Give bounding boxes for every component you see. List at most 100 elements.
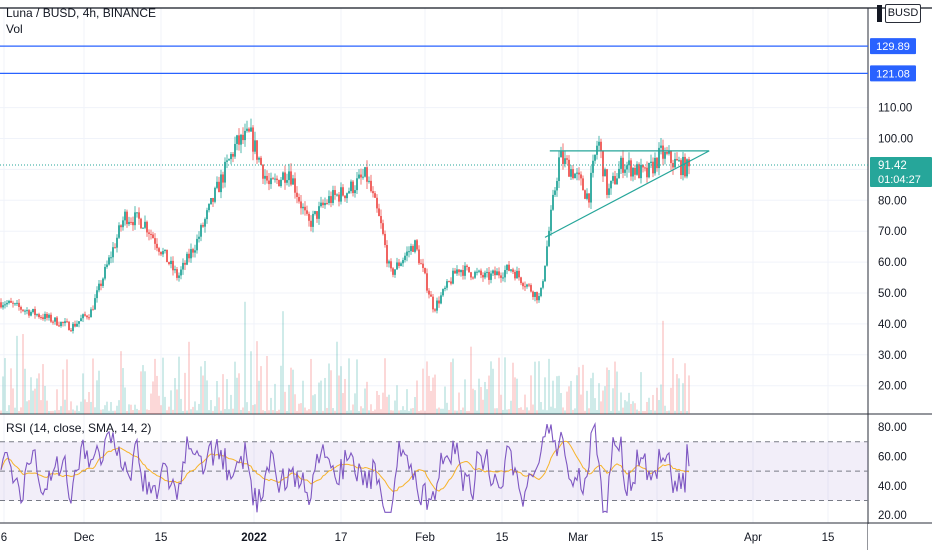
volume-bar — [602, 390, 604, 414]
candle-body — [166, 249, 168, 263]
volume-bar — [426, 361, 428, 414]
candle-body — [688, 159, 690, 167]
candle-body — [210, 198, 212, 205]
volume-bar — [640, 372, 642, 414]
candle-body — [340, 187, 342, 202]
candle-body — [482, 275, 484, 278]
candle-body — [120, 225, 122, 228]
volume-bar — [320, 380, 322, 414]
price-scale[interactable]: 110.00100.0090.0080.0070.0060.0050.0040.… — [870, 103, 932, 523]
candle-body — [6, 302, 8, 305]
volume-bar — [206, 380, 208, 414]
volume-bar — [318, 382, 320, 414]
volume-bar — [612, 388, 614, 414]
volume-bar — [296, 410, 298, 414]
volume-bar — [616, 371, 618, 414]
candle-body — [556, 180, 558, 191]
volume-bar — [682, 383, 684, 414]
volume-bar — [674, 410, 676, 414]
volume-bar — [202, 375, 204, 414]
volume-bar — [460, 409, 462, 414]
volume-bar — [144, 371, 146, 414]
trendlines[interactable] — [0, 150, 868, 238]
volume-bar — [638, 410, 640, 414]
candle-body — [36, 314, 38, 316]
candle-body — [466, 265, 468, 267]
volume-bar — [76, 405, 78, 414]
candle-body — [144, 221, 146, 228]
candle-body — [410, 246, 412, 252]
candle-body — [264, 175, 266, 179]
candle-body — [630, 160, 632, 177]
volume-bar — [424, 410, 426, 414]
candle-body — [420, 263, 422, 265]
volume-bar — [0, 410, 2, 414]
candle-body — [164, 249, 166, 252]
volume-bar — [456, 410, 458, 414]
candle-body — [492, 270, 494, 274]
candle-body — [526, 284, 528, 287]
volume-bar — [334, 410, 336, 414]
candle-body — [76, 323, 78, 327]
volume-bar — [108, 410, 110, 414]
candle-body — [288, 171, 290, 181]
volume-bar — [684, 363, 686, 414]
candle-body — [504, 270, 506, 278]
candle-body — [58, 325, 60, 327]
rsi-tick: 20.00 — [878, 510, 907, 522]
price-tick: 30.00 — [878, 350, 907, 362]
symbol-title[interactable]: Luna / BUSD, 4h, BINANCE — [6, 6, 157, 20]
candle-body — [236, 135, 238, 144]
currency-tag[interactable]: BUSD — [877, 4, 921, 23]
candle-body — [292, 178, 294, 185]
volume-bar — [22, 334, 24, 414]
volume-bar — [340, 366, 342, 414]
candle-body — [302, 206, 304, 209]
candle-body — [330, 196, 332, 203]
time-label: Apr — [744, 532, 762, 544]
candle-body — [392, 268, 394, 275]
volume-bar — [264, 410, 266, 414]
support-line — [544, 150, 710, 238]
volume-bar — [56, 389, 58, 414]
candle-body — [614, 176, 616, 185]
volume-bar — [574, 408, 576, 414]
candle-body — [248, 128, 250, 132]
candle-body — [298, 196, 300, 202]
volume-bar — [590, 378, 592, 414]
candle-body — [106, 264, 108, 267]
volume-bar — [462, 407, 464, 414]
rsi-label[interactable]: RSI (14, close, SMA, 14, 2) — [6, 421, 152, 435]
volume-bar — [222, 374, 224, 414]
volume-bar — [64, 399, 66, 414]
volume-bar — [58, 410, 60, 414]
volume-bar — [280, 365, 282, 414]
volume-bar — [672, 358, 674, 414]
volume-bar — [270, 397, 272, 414]
candle-body — [14, 303, 16, 305]
volume-bar — [220, 410, 222, 414]
volume-bar — [594, 398, 596, 414]
candle-body — [254, 140, 256, 152]
volume-bar — [474, 390, 476, 414]
candle-body — [520, 277, 522, 284]
horizontal-levels[interactable]: 129.89 121.08 — [0, 38, 916, 82]
volume-bar — [470, 346, 472, 414]
candle-body — [346, 193, 348, 199]
volume-bar — [120, 351, 122, 414]
volume-bars — [0, 301, 690, 414]
candle-body — [518, 270, 520, 278]
volume-bar — [80, 401, 82, 414]
candle-body — [454, 270, 456, 274]
candle-body — [432, 296, 434, 310]
volume-bar — [32, 390, 34, 414]
volume-bar — [490, 361, 492, 414]
candle-body — [414, 240, 416, 252]
volume-bar — [112, 410, 114, 414]
candle-body — [46, 313, 48, 318]
volume-bar — [256, 341, 258, 414]
time-axis[interactable]: 6 Dec 15 2022 17 Feb 15 Mar 15 Apr 15 — [1, 524, 932, 550]
candle-body — [44, 313, 46, 319]
volume-bar — [126, 410, 128, 414]
